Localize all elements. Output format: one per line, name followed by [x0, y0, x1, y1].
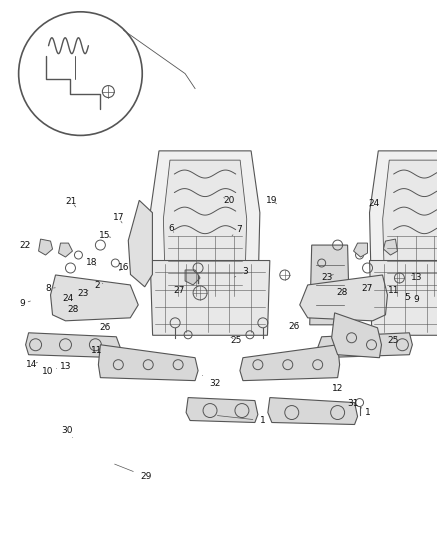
Text: 25: 25	[387, 336, 399, 345]
Text: 21: 21	[66, 197, 77, 207]
Text: 27: 27	[173, 286, 184, 295]
Polygon shape	[50, 275, 138, 321]
Text: 11: 11	[91, 346, 102, 355]
Text: 6: 6	[168, 224, 174, 233]
Text: 24: 24	[368, 199, 380, 208]
Text: 1: 1	[217, 416, 265, 425]
Text: 22: 22	[19, 241, 30, 250]
Text: 15: 15	[99, 231, 111, 240]
Text: 14: 14	[26, 360, 38, 369]
Text: 1: 1	[361, 407, 370, 417]
Polygon shape	[240, 345, 339, 381]
Text: 17: 17	[113, 213, 124, 223]
Text: 32: 32	[202, 375, 220, 388]
Text: 2: 2	[94, 280, 103, 289]
Text: 16: 16	[118, 263, 130, 272]
Polygon shape	[332, 313, 381, 358]
Text: 3: 3	[234, 268, 248, 277]
Polygon shape	[268, 398, 357, 424]
Text: 30: 30	[61, 426, 73, 438]
Text: 24: 24	[63, 294, 74, 303]
Text: 26: 26	[99, 323, 110, 332]
Text: 29: 29	[115, 464, 152, 481]
Text: 28: 28	[67, 304, 78, 313]
Polygon shape	[310, 245, 350, 325]
Text: 11: 11	[385, 286, 399, 295]
Polygon shape	[163, 160, 247, 296]
Polygon shape	[185, 270, 200, 285]
Text: 9: 9	[410, 295, 419, 304]
Polygon shape	[150, 261, 270, 335]
Polygon shape	[186, 398, 258, 423]
Text: 31: 31	[348, 399, 359, 408]
Text: 18: 18	[86, 258, 97, 266]
Text: 26: 26	[288, 321, 300, 330]
Polygon shape	[59, 243, 72, 257]
Polygon shape	[128, 200, 152, 287]
Polygon shape	[384, 239, 397, 255]
Text: 19: 19	[265, 196, 277, 205]
Text: 13: 13	[410, 272, 422, 281]
Text: 25: 25	[231, 336, 242, 345]
Polygon shape	[99, 345, 198, 381]
Polygon shape	[150, 151, 260, 305]
Polygon shape	[25, 333, 120, 358]
Text: 9: 9	[20, 299, 30, 308]
Text: 13: 13	[60, 362, 71, 371]
Text: 5: 5	[397, 293, 410, 302]
Text: 8: 8	[45, 284, 55, 293]
Text: 7: 7	[232, 225, 241, 236]
Polygon shape	[39, 239, 53, 255]
Polygon shape	[383, 160, 438, 296]
Text: 10: 10	[42, 367, 57, 376]
Polygon shape	[353, 243, 367, 257]
Polygon shape	[370, 261, 438, 335]
Text: 27: 27	[362, 284, 373, 293]
Text: 12: 12	[332, 384, 343, 393]
Text: 20: 20	[223, 196, 234, 205]
Polygon shape	[300, 275, 388, 321]
Text: 28: 28	[336, 287, 348, 296]
Polygon shape	[370, 151, 438, 305]
Polygon shape	[318, 333, 413, 358]
Text: 23: 23	[77, 288, 88, 297]
Text: 23: 23	[321, 272, 333, 281]
